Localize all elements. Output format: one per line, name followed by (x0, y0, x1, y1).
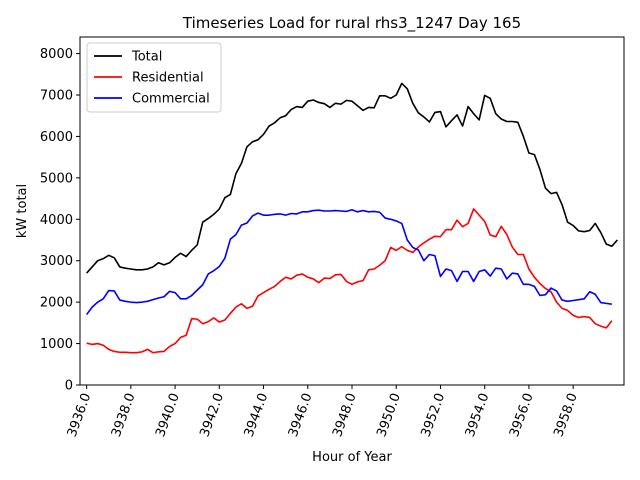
x-tick-label: 3956.0 (507, 391, 537, 439)
x-tick-label: 3938.0 (109, 391, 139, 439)
y-tick-label: 8000 (40, 47, 73, 62)
x-tick-label: 3952.0 (419, 391, 449, 439)
y-axis-label: kW total (15, 184, 30, 238)
x-tick-label: 3950.0 (374, 391, 404, 439)
series-line-residential (86, 208, 613, 354)
x-tick-label: 3942.0 (197, 391, 227, 439)
x-tick-label: 3958.0 (551, 391, 581, 439)
series-line-total (86, 82, 618, 274)
x-tick-label: 3936.0 (65, 391, 95, 439)
y-tick-label: 5000 (40, 171, 73, 186)
x-tick-label: 3946.0 (286, 391, 316, 439)
series-layer (85, 82, 618, 354)
legend-label-total: Total (131, 50, 162, 65)
x-tick-label: 3940.0 (153, 391, 183, 439)
legend: Total Residential Commercial (86, 42, 222, 113)
y-tick-label: 1000 (40, 337, 73, 352)
y-tick-label: 6000 (40, 130, 73, 145)
y-tick-label: 4000 (40, 213, 73, 228)
y-tick-label: 7000 (40, 89, 73, 104)
legend-box (86, 42, 222, 113)
x-axis-label: Hour of Year (312, 450, 392, 465)
y-tick-label: 3000 (40, 254, 73, 269)
x-axis: 3936.0 3938.0 3940.0 3942.0 3944.0 3946.0 3948… (65, 385, 581, 439)
y-tick-label: 2000 (40, 296, 73, 311)
y-tick-label: 0 (65, 379, 73, 394)
chart-title: Timeseries Load for rural rhs3_1247 Day … (182, 14, 521, 33)
x-tick-label: 3948.0 (330, 391, 360, 439)
x-tick-label: 3954.0 (463, 391, 493, 439)
legend-label-residential: Residential (132, 71, 204, 86)
x-tick-label: 3944.0 (242, 391, 272, 439)
legend-label-commercial: Commercial (132, 92, 210, 107)
y-axis: 0 1000 2000 3000 4000 5000 6000 7000 8000 (40, 47, 80, 394)
series-line-commercial (85, 208, 612, 316)
